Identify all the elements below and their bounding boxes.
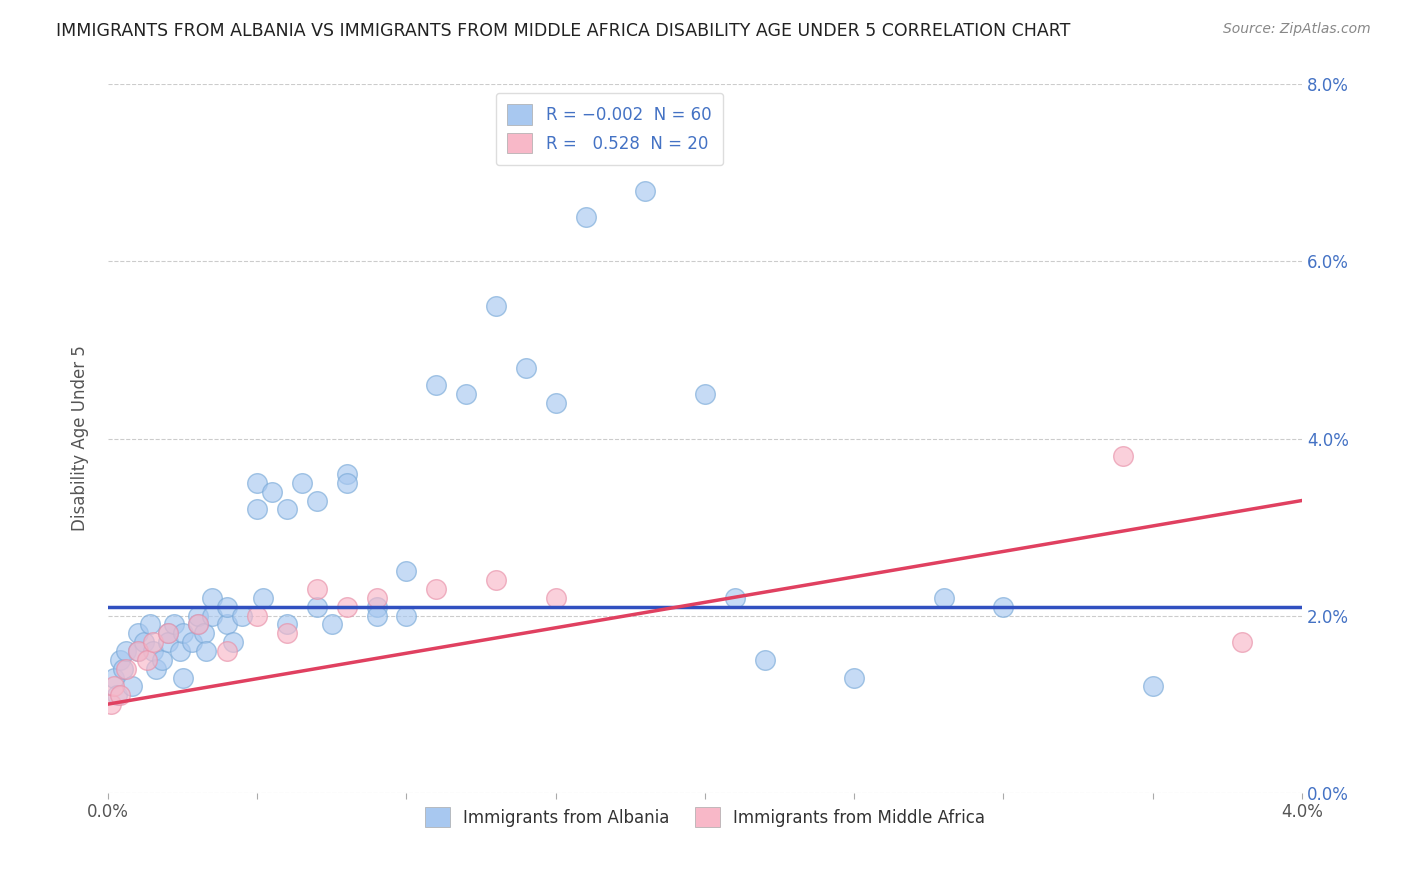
Point: [201, 608, 224, 623]
Point: [127, 644, 149, 658]
Point: [395, 565, 418, 579]
Point: [456, 387, 478, 401]
Point: [186, 608, 208, 623]
Point: [515, 360, 537, 375]
Point: [305, 599, 328, 614]
Point: [145, 662, 167, 676]
Point: [366, 591, 388, 605]
Point: [195, 644, 218, 658]
Point: [336, 467, 359, 481]
Point: [156, 635, 179, 649]
Point: [276, 617, 298, 632]
Point: [142, 635, 165, 649]
Point: [163, 617, 186, 632]
Point: [246, 475, 269, 490]
Point: [132, 635, 155, 649]
Point: [321, 617, 343, 632]
Point: [485, 573, 508, 587]
Point: [425, 582, 447, 596]
Point: [105, 688, 128, 702]
Point: [156, 626, 179, 640]
Point: [336, 475, 359, 490]
Point: [217, 599, 239, 614]
Point: [574, 211, 596, 225]
Point: [115, 662, 138, 676]
Point: [135, 653, 157, 667]
Point: [180, 635, 202, 649]
Point: [111, 662, 134, 676]
Point: [246, 608, 269, 623]
Point: [932, 591, 955, 605]
Point: [1142, 680, 1164, 694]
Point: [844, 671, 866, 685]
Point: [276, 502, 298, 516]
Point: [544, 591, 567, 605]
Text: Source: ZipAtlas.com: Source: ZipAtlas.com: [1223, 22, 1371, 37]
Point: [103, 671, 125, 685]
Point: [150, 653, 173, 667]
Point: [305, 582, 328, 596]
Point: [693, 387, 716, 401]
Point: [121, 680, 143, 694]
Point: [1232, 635, 1254, 649]
Point: [108, 688, 131, 702]
Point: [366, 599, 388, 614]
Point: [336, 599, 359, 614]
Text: IMMIGRANTS FROM ALBANIA VS IMMIGRANTS FROM MIDDLE AFRICA DISABILITY AGE UNDER 5 : IMMIGRANTS FROM ALBANIA VS IMMIGRANTS FR…: [56, 22, 1070, 40]
Legend: Immigrants from Albania, Immigrants from Middle Africa: Immigrants from Albania, Immigrants from…: [419, 800, 991, 834]
Point: [142, 644, 165, 658]
Point: [115, 644, 138, 658]
Point: [485, 299, 508, 313]
Point: [291, 475, 314, 490]
Point: [193, 626, 215, 640]
Point: [172, 671, 194, 685]
Point: [217, 644, 239, 658]
Point: [139, 617, 162, 632]
Point: [186, 617, 208, 632]
Point: [634, 184, 657, 198]
Point: [425, 378, 447, 392]
Point: [366, 608, 388, 623]
Point: [231, 608, 253, 623]
Point: [201, 591, 224, 605]
Point: [222, 635, 245, 649]
Point: [127, 626, 149, 640]
Point: [993, 599, 1015, 614]
Point: [127, 644, 149, 658]
Point: [217, 617, 239, 632]
Point: [186, 617, 208, 632]
Point: [262, 484, 284, 499]
Point: [103, 680, 125, 694]
Point: [172, 626, 194, 640]
Point: [1112, 449, 1135, 463]
Point: [169, 644, 191, 658]
Point: [100, 697, 122, 711]
Point: [724, 591, 747, 605]
Y-axis label: Disability Age Under 5: Disability Age Under 5: [72, 345, 89, 532]
Point: [108, 653, 131, 667]
Point: [754, 653, 776, 667]
Point: [276, 626, 298, 640]
Point: [305, 493, 328, 508]
Point: [252, 591, 274, 605]
Point: [156, 626, 179, 640]
Point: [395, 608, 418, 623]
Point: [544, 396, 567, 410]
Point: [246, 502, 269, 516]
